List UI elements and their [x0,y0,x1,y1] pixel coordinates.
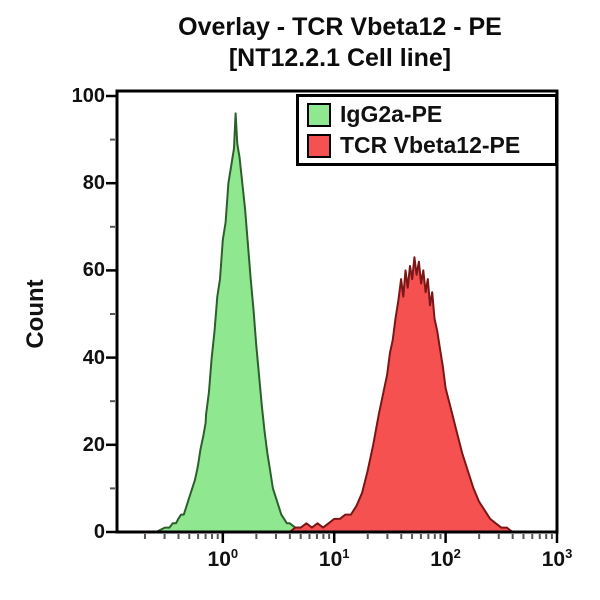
plot-border [115,89,559,534]
legend-label: TCR Vbeta12-PE [340,132,521,158]
legend-swatch-red [307,133,331,158]
x-tick-label: 103 [541,546,573,571]
legend-item-tcr-vbeta12: TCR Vbeta12-PE [307,132,555,159]
histogram-tcr-vbeta12-pe [288,256,514,532]
y-tick-label: 20 [82,433,105,456]
y-axis-label: Count [22,279,49,349]
y-tick-label: 60 [82,259,105,282]
y-tick-label: 80 [82,172,105,195]
histogram-igg2a-pe [155,112,308,532]
x-tick-label: 100 [207,546,239,571]
legend-swatch-green [307,102,331,127]
legend-item-igg2a: IgG2a-PE [307,101,555,128]
chart-title-line1: Overlay - TCR Vbeta12 - PE [178,13,502,41]
chart-title: Overlay - TCR Vbeta12 - PE [NT12.2.1 Cel… [84,12,596,74]
chart-title-line2: [NT12.2.1 Cell line] [228,44,452,72]
x-tick-label: 102 [430,546,461,571]
y-tick-label: 0 [93,521,105,543]
x-tick-label: 101 [318,546,350,571]
y-tick-label: 100 [71,85,105,107]
y-tick-label: 40 [82,346,105,369]
legend-label: IgG2a-PE [340,101,443,127]
legend: IgG2a-PE TCR Vbeta12-PE [296,94,558,166]
